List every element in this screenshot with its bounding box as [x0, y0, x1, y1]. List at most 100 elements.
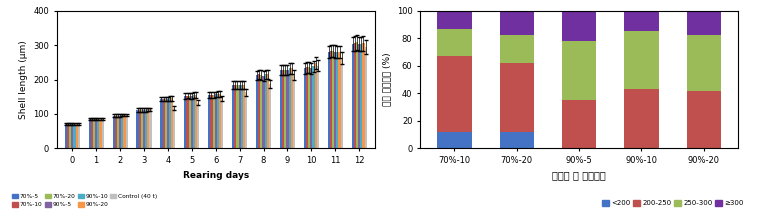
Bar	[98, 119, 99, 148]
Bar	[115, 116, 117, 148]
Bar	[126, 115, 128, 148]
Bar	[119, 116, 121, 148]
Bar	[65, 124, 67, 148]
Bar	[625, 89, 659, 148]
Bar	[148, 109, 149, 148]
Bar	[291, 68, 293, 148]
Bar	[256, 75, 258, 148]
Bar	[141, 110, 143, 148]
Bar	[282, 70, 284, 148]
Bar	[625, 11, 659, 31]
Bar	[328, 52, 330, 148]
Bar	[113, 116, 115, 148]
Bar	[562, 100, 597, 148]
Bar	[265, 74, 266, 148]
Bar	[188, 96, 191, 148]
Bar	[500, 63, 534, 132]
Bar	[139, 110, 141, 148]
Bar	[245, 92, 248, 148]
Bar	[171, 98, 173, 148]
Bar	[236, 85, 238, 148]
Bar	[687, 35, 721, 91]
Bar	[269, 84, 271, 148]
Bar	[354, 43, 356, 148]
Bar	[341, 58, 343, 148]
Bar	[69, 124, 71, 148]
Legend: 70%-5, 70%-10, 70%-20, 90%-5, 90%-10, 90%-20, Control (40 t): 70%-5, 70%-10, 70%-20, 90%-5, 90%-10, 90…	[11, 192, 159, 209]
Bar	[160, 99, 163, 148]
Bar	[338, 52, 341, 148]
Bar	[438, 56, 472, 132]
Bar	[78, 124, 79, 148]
Bar	[562, 41, 597, 100]
Bar	[219, 94, 221, 148]
Bar	[184, 96, 186, 148]
Bar	[143, 110, 145, 148]
Bar	[73, 124, 76, 148]
X-axis label: Rearing days: Rearing days	[182, 171, 249, 180]
Bar	[217, 94, 219, 148]
Bar	[149, 109, 151, 148]
Bar	[293, 75, 295, 148]
Bar	[266, 74, 269, 148]
Bar	[352, 44, 354, 148]
Bar	[221, 98, 223, 148]
Bar	[71, 124, 73, 148]
Bar	[365, 47, 366, 148]
Bar	[330, 51, 332, 148]
Bar	[167, 99, 169, 148]
Bar	[263, 76, 265, 148]
Bar	[562, 11, 597, 41]
Bar	[336, 52, 338, 148]
Bar	[173, 108, 176, 148]
Bar	[315, 63, 316, 148]
Legend: <200, 200-250, 250-300, ≥300: <200, 200-250, 250-300, ≥300	[600, 198, 746, 209]
Bar	[284, 70, 286, 148]
Bar	[210, 95, 213, 148]
Bar	[76, 124, 78, 148]
Bar	[358, 44, 360, 148]
Bar	[500, 11, 534, 35]
Bar	[198, 103, 199, 148]
Bar	[438, 132, 472, 148]
Bar	[280, 70, 282, 148]
Bar	[316, 66, 319, 148]
Bar	[193, 95, 195, 148]
Bar	[687, 11, 721, 35]
Bar	[360, 44, 363, 148]
Bar	[117, 116, 119, 148]
X-axis label: 자광을 및 사육밀도: 자광을 및 사육밀도	[552, 171, 606, 181]
Bar	[260, 75, 263, 148]
Bar	[121, 115, 123, 148]
Bar	[238, 85, 241, 148]
Bar	[191, 96, 193, 148]
Bar	[243, 85, 245, 148]
Y-axis label: 자랑 빈도분포 (%): 자랑 빈도분포 (%)	[382, 53, 391, 106]
Bar	[288, 68, 291, 148]
Bar	[234, 85, 236, 148]
Bar	[91, 119, 93, 148]
Bar	[313, 66, 315, 148]
Bar	[208, 95, 210, 148]
Bar	[101, 119, 104, 148]
Bar	[163, 99, 165, 148]
Bar	[67, 124, 69, 148]
Bar	[99, 119, 101, 148]
Y-axis label: Shell length (μm): Shell length (μm)	[19, 40, 28, 119]
Bar	[310, 68, 313, 148]
Bar	[241, 85, 243, 148]
Bar	[304, 68, 306, 148]
Bar	[165, 99, 167, 148]
Bar	[334, 52, 336, 148]
Bar	[332, 51, 334, 148]
Bar	[89, 119, 91, 148]
Bar	[500, 35, 534, 63]
Bar	[306, 67, 308, 148]
Bar	[215, 94, 217, 148]
Bar	[195, 95, 198, 148]
Bar	[95, 119, 98, 148]
Bar	[232, 85, 234, 148]
Bar	[258, 74, 260, 148]
Bar	[438, 29, 472, 56]
Bar	[93, 119, 95, 148]
